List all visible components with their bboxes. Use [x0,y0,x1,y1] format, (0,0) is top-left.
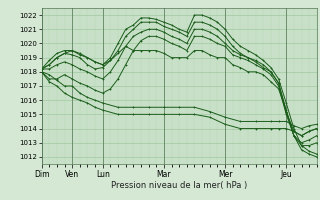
X-axis label: Pression niveau de la mer( hPa ): Pression niveau de la mer( hPa ) [111,181,247,190]
